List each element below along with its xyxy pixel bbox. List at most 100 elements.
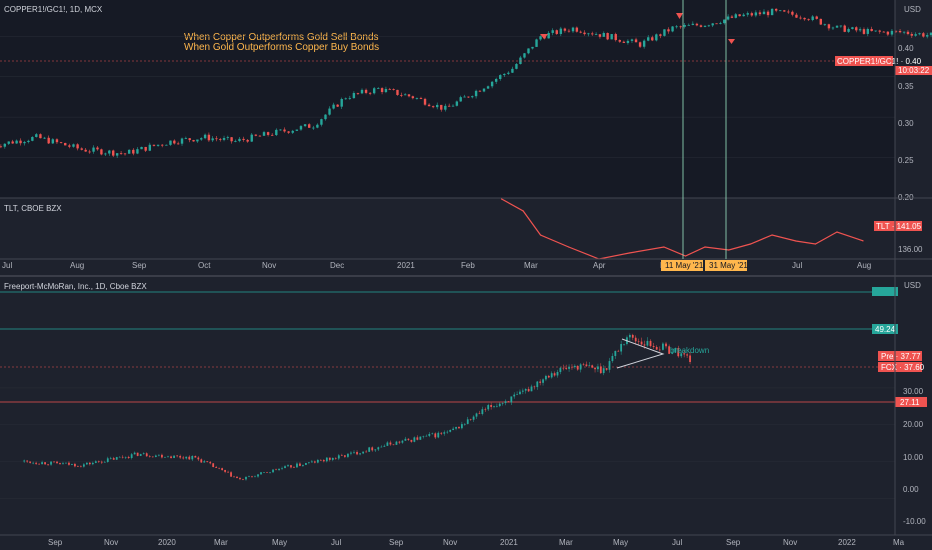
- candle-body: [85, 462, 88, 465]
- candle-body: [567, 30, 571, 32]
- candle-body: [553, 373, 556, 376]
- candle-body: [94, 461, 97, 463]
- candle-body: [594, 367, 596, 370]
- candle-body: [783, 10, 786, 12]
- candle-body: [59, 463, 61, 465]
- candle-body: [263, 472, 265, 473]
- candle-body: [738, 14, 741, 17]
- candle-body: [583, 32, 586, 35]
- candle-body: [407, 438, 410, 440]
- candle-body: [689, 355, 691, 362]
- candle-body: [308, 462, 310, 463]
- top-x-tick: Mar: [524, 261, 538, 270]
- candle-body: [427, 104, 431, 107]
- candle-body: [154, 455, 157, 457]
- top-x-tick: Oct: [198, 261, 211, 270]
- tlt-last-value-tag: [874, 221, 922, 231]
- candle-body: [655, 34, 658, 41]
- triangle-pattern[interactable]: [616, 338, 665, 369]
- copper-gold-last-value: COPPER1!/GC1! · 0.40: [837, 57, 922, 66]
- fcx-y-tick: 0.00: [903, 485, 919, 494]
- candle-body: [72, 144, 75, 147]
- candle-body: [455, 101, 459, 106]
- candle-body: [368, 92, 372, 94]
- candle-body: [446, 431, 449, 433]
- candle-body: [389, 442, 392, 445]
- fcx-pane[interactable]: Freeport-McMoRan, Inc., 1D, Cboe BZX USD…: [0, 281, 927, 536]
- vline-label-tag: [705, 260, 747, 271]
- candle-body: [597, 366, 599, 370]
- candle-body: [843, 25, 846, 32]
- candle-body: [631, 334, 634, 338]
- candle-body: [398, 441, 401, 443]
- candle-body: [882, 31, 886, 33]
- candle-body: [628, 334, 631, 338]
- candle-body: [350, 452, 352, 454]
- candle-body: [115, 153, 119, 156]
- candle-body: [165, 144, 168, 146]
- fcx-y-tick: -10.00: [903, 517, 926, 526]
- candle-body: [658, 349, 661, 351]
- candle-body: [50, 461, 52, 465]
- bottom-time-axis[interactable]: Sep Nov 2020 Mar May Jul Sep Nov 2021 Mar May Jul Se…: [0, 534, 932, 547]
- candle-body: [316, 124, 319, 128]
- candle-body: [568, 366, 570, 369]
- candle-body: [851, 27, 854, 30]
- top-time-axis[interactable]: JulAugSepOctNovDec2021FebMarAprMayJulAug: [0, 258, 932, 270]
- bottom-x-tick: Sep: [726, 538, 741, 547]
- candle-body: [206, 461, 209, 463]
- pre-market-tag: [878, 351, 922, 361]
- candle-body: [726, 16, 730, 20]
- candle-body: [207, 134, 211, 141]
- candle-body: [233, 476, 235, 478]
- candle-body: [571, 366, 573, 368]
- candle-body: [436, 104, 439, 108]
- candle-body: [898, 30, 902, 33]
- candle-body: [422, 436, 425, 437]
- candle-body: [683, 353, 686, 355]
- resistance-tag: [872, 287, 898, 296]
- candle-body: [396, 89, 399, 95]
- candle-body: [870, 28, 873, 32]
- candle-body: [281, 468, 283, 469]
- candle-body: [142, 453, 145, 455]
- candle-body: [614, 350, 617, 356]
- copper-gold-pane[interactable]: COPPER1!/GC1!, 1D, MCX USD When Copper O…: [0, 0, 932, 202]
- fcx-last-tag: [878, 362, 922, 372]
- tlt-pane[interactable]: TLT, CBOE BZX TLT · 141.05 136.00: [0, 198, 923, 260]
- candle-body: [559, 28, 563, 34]
- candle-body: [618, 40, 622, 42]
- candle-body: [296, 463, 298, 468]
- bottom-x-tick: Sep: [48, 538, 63, 547]
- candle-body: [686, 354, 689, 356]
- candle-body: [819, 18, 822, 25]
- candle-body: [463, 96, 466, 98]
- candle-body: [88, 151, 91, 153]
- tlt-point: [795, 240, 797, 242]
- candle-body: [730, 16, 734, 18]
- candle-body: [466, 419, 469, 424]
- candle-body: [234, 141, 237, 142]
- candle-body: [176, 143, 180, 145]
- copper-gold-y-tick: 0.35: [898, 82, 914, 91]
- tlt-title: TLT, CBOE BZX: [4, 204, 62, 213]
- candle-body: [88, 462, 91, 465]
- candle-body: [449, 429, 452, 432]
- candle-body: [184, 138, 188, 139]
- candle-body: [23, 460, 26, 462]
- candle-body: [80, 466, 82, 468]
- candle-body: [250, 134, 253, 142]
- bottom-x-tick: Mar: [559, 538, 573, 547]
- candle-body: [471, 96, 474, 98]
- candle-body: [352, 93, 356, 99]
- candle-body: [683, 25, 686, 27]
- candle-body: [587, 33, 590, 35]
- candle-body: [608, 361, 611, 370]
- candle-body: [386, 442, 389, 446]
- support-tag: [895, 397, 927, 407]
- candle-body: [242, 138, 245, 140]
- candle-body: [401, 440, 404, 443]
- candle-body: [19, 140, 22, 144]
- candle-body: [486, 86, 490, 89]
- candle-body: [496, 406, 498, 407]
